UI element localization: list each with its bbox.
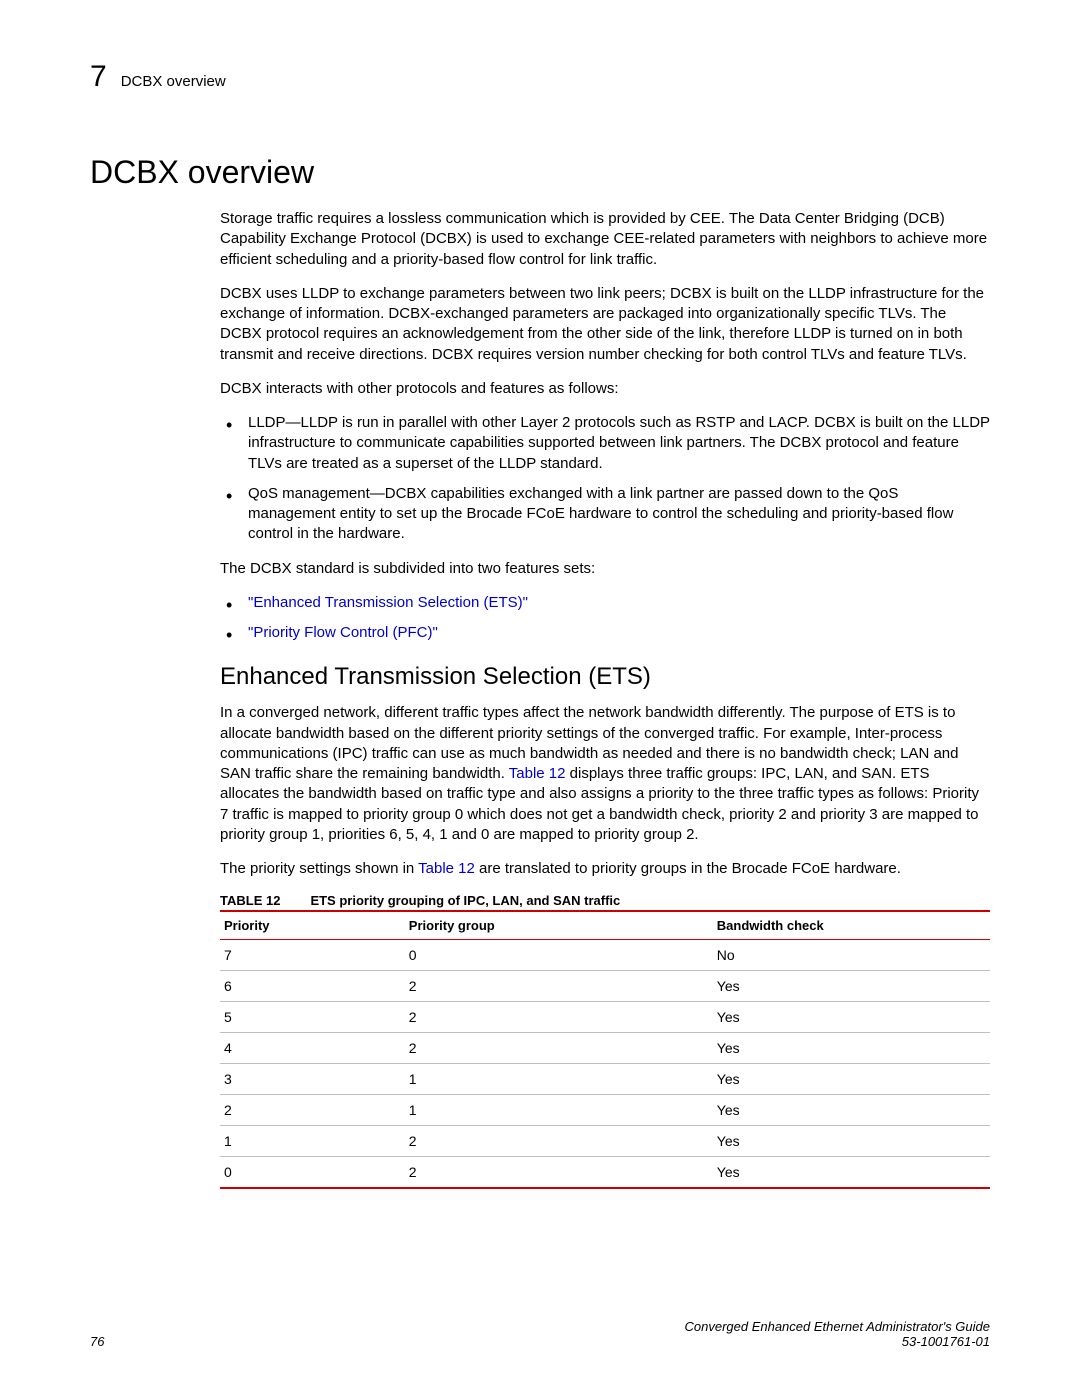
page-header: 7 DCBX overview [90, 60, 990, 94]
cell: Yes [713, 1033, 990, 1064]
table-row: 62Yes [220, 971, 990, 1002]
table-body: 70No 62Yes 52Yes 42Yes 31Yes 21Yes 12Yes… [220, 940, 990, 1189]
link-list: "Enhanced Transmission Selection (ETS)" … [220, 593, 990, 644]
chapter-number: 7 [90, 60, 107, 94]
cell: 2 [405, 971, 713, 1002]
table-row: 31Yes [220, 1064, 990, 1095]
breadcrumb: DCBX overview [121, 73, 226, 90]
cell: Yes [713, 1095, 990, 1126]
text-run: are translated to priority groups in the… [475, 860, 901, 877]
cell: 7 [220, 940, 405, 971]
section-heading: Enhanced Transmission Selection (ETS) [220, 663, 990, 691]
paragraph: The priority settings shown in Table 12 … [220, 859, 990, 879]
page: 7 DCBX overview DCBX overview Storage tr… [0, 0, 1080, 1397]
list-item: "Priority Flow Control (PFC)" [220, 623, 990, 643]
cell: 5 [220, 1002, 405, 1033]
paragraph: In a converged network, different traffi… [220, 703, 990, 845]
footer-right: Converged Enhanced Ethernet Administrato… [684, 1319, 990, 1349]
link-pfc[interactable]: "Priority Flow Control (PFC)" [248, 624, 438, 641]
table-row: 12Yes [220, 1126, 990, 1157]
link-table12[interactable]: Table 12 [509, 765, 566, 782]
cell: 2 [405, 1033, 713, 1064]
ets-table: Priority Priority group Bandwidth check … [220, 910, 990, 1189]
page-footer: 76 Converged Enhanced Ethernet Administr… [90, 1319, 990, 1349]
cell: Yes [713, 1157, 990, 1189]
table-title: ETS priority grouping of IPC, LAN, and S… [310, 893, 620, 908]
paragraph: The DCBX standard is subdivided into two… [220, 559, 990, 579]
table-label: TABLE 12 [220, 893, 280, 908]
cell: Yes [713, 1126, 990, 1157]
list-item: "Enhanced Transmission Selection (ETS)" [220, 593, 990, 613]
text-run: The priority settings shown in [220, 860, 418, 877]
cell: 1 [405, 1095, 713, 1126]
paragraph: DCBX interacts with other protocols and … [220, 379, 990, 399]
cell: 2 [220, 1095, 405, 1126]
link-table12[interactable]: Table 12 [418, 860, 475, 877]
list-item: QoS management—DCBX capabilities exchang… [220, 484, 990, 545]
paragraph: DCBX uses LLDP to exchange parameters be… [220, 284, 990, 365]
link-ets[interactable]: "Enhanced Transmission Selection (ETS)" [248, 594, 528, 611]
cell: Yes [713, 971, 990, 1002]
table-row: 21Yes [220, 1095, 990, 1126]
doc-id: 53-1001761-01 [684, 1334, 990, 1349]
page-title: DCBX overview [90, 154, 990, 191]
cell: Yes [713, 1002, 990, 1033]
cell: 0 [405, 940, 713, 971]
cell: 3 [220, 1064, 405, 1095]
table-header-row: Priority Priority group Bandwidth check [220, 911, 990, 940]
cell: 0 [220, 1157, 405, 1189]
cell: 2 [405, 1126, 713, 1157]
table-caption: TABLE 12 ETS priority grouping of IPC, LA… [220, 893, 990, 908]
cell: 1 [220, 1126, 405, 1157]
cell: 4 [220, 1033, 405, 1064]
page-number: 76 [90, 1334, 104, 1349]
table-row: 52Yes [220, 1002, 990, 1033]
column-header: Bandwidth check [713, 911, 990, 940]
bullet-list: LLDP—LLDP is run in parallel with other … [220, 413, 990, 545]
paragraph: Storage traffic requires a lossless comm… [220, 209, 990, 270]
cell: 2 [405, 1157, 713, 1189]
cell: Yes [713, 1064, 990, 1095]
table-row: 70No [220, 940, 990, 971]
list-item: LLDP—LLDP is run in parallel with other … [220, 413, 990, 474]
content-body: Storage traffic requires a lossless comm… [220, 209, 990, 1189]
cell: No [713, 940, 990, 971]
doc-title: Converged Enhanced Ethernet Administrato… [684, 1319, 990, 1334]
cell: 1 [405, 1064, 713, 1095]
table-row: 02Yes [220, 1157, 990, 1189]
cell: 6 [220, 971, 405, 1002]
table-row: 42Yes [220, 1033, 990, 1064]
column-header: Priority [220, 911, 405, 940]
column-header: Priority group [405, 911, 713, 940]
cell: 2 [405, 1002, 713, 1033]
